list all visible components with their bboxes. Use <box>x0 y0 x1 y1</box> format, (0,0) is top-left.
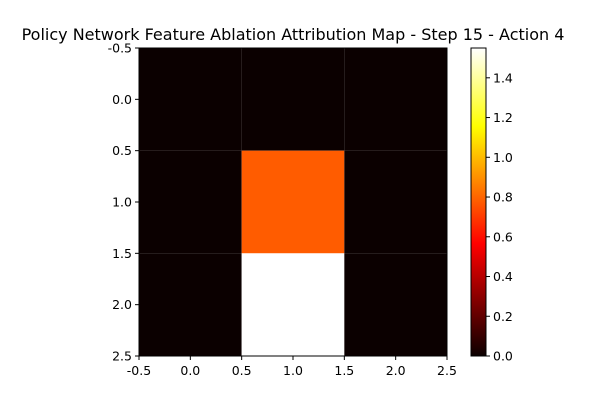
x-tick-label: 2.0 <box>386 363 406 378</box>
heatmap-cell-r2-c2 <box>344 253 447 356</box>
heatmap-cell-r1-c2 <box>344 150 447 254</box>
x-tick-label: -0.5 <box>127 363 151 378</box>
colorbar-tick-label: 0.6 <box>493 229 513 244</box>
x-tick-label: 1.0 <box>283 363 303 378</box>
colorbar-tick-label: 0.8 <box>493 190 513 205</box>
x-tick-label: 2.5 <box>437 363 457 378</box>
y-tick-label: -0.5 <box>108 41 132 56</box>
heatmap-cell-r0-c2 <box>344 48 447 151</box>
colorbar-tick-label: 1.4 <box>493 70 513 85</box>
x-tick-label: 1.5 <box>334 363 354 378</box>
y-tick-label: 1.5 <box>112 246 132 261</box>
y-tick-label: 0.5 <box>112 143 132 158</box>
colorbar-tick-label: 0.2 <box>493 309 513 324</box>
heatmap-cell-r0-c1 <box>241 48 345 151</box>
heatmap-cell-r1-c1 <box>241 150 345 254</box>
y-tick-label: 2.0 <box>112 297 132 312</box>
colorbar <box>470 47 487 357</box>
y-tick-label: 2.5 <box>112 349 132 364</box>
colorbar-tick-label: 1.0 <box>493 150 513 165</box>
colorbar-tick-label: 0.4 <box>493 269 513 284</box>
colorbar-tick-label: 1.2 <box>493 110 513 125</box>
colorbar-tick-label: 0.0 <box>493 349 513 364</box>
heatmap-cell-r0-c0 <box>139 48 242 151</box>
x-tick-label: 0.5 <box>232 363 252 378</box>
x-axis: -0.5 0.0 0.5 1.0 1.5 2.0 2.5 <box>127 356 457 378</box>
x-tick-label: 0.0 <box>180 363 200 378</box>
chart-title: Policy Network Feature Ablation Attribut… <box>22 25 565 44</box>
heatmap-cell-r2-c1 <box>241 253 345 356</box>
y-tick-label: 0.0 <box>112 92 132 107</box>
heatmap-cells <box>139 48 447 356</box>
heatmap-cell-r2-c0 <box>139 253 242 356</box>
y-axis: -0.5 0.0 0.5 1.0 1.5 2.0 2.5 <box>108 41 139 364</box>
y-tick-label: 1.0 <box>112 195 132 210</box>
colorbar-axis: 0.0 0.2 0.4 0.6 0.8 1.0 1.2 1.4 <box>486 70 513 364</box>
heatmap-cell-r1-c0 <box>139 150 242 254</box>
